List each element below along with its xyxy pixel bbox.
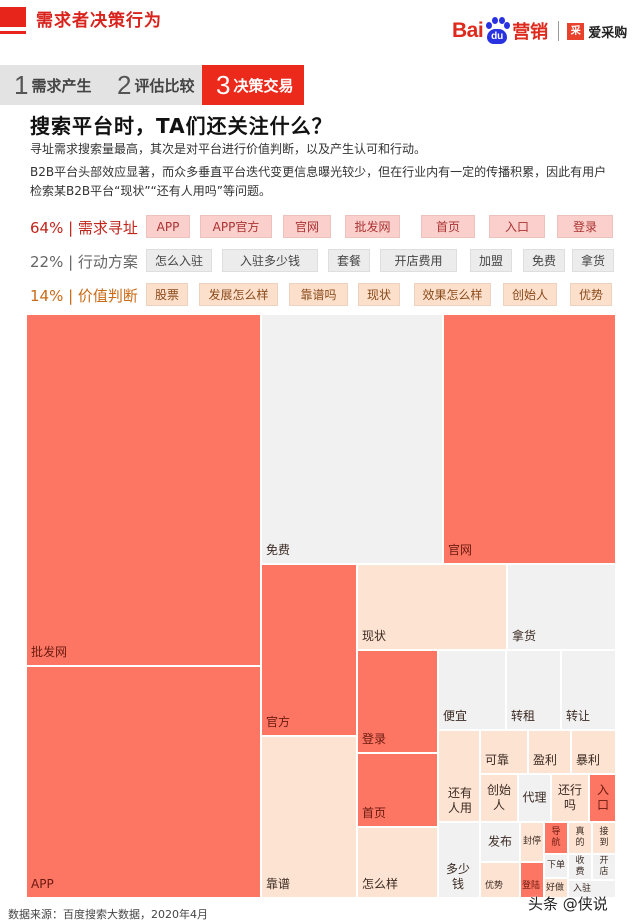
logo-bai-text: Bai <box>452 19 484 42</box>
keyword-treemap: 批发网 APP 免费 官网 官方 靠谱 现状 拿货 登录 首页 怎么样 便宜 转… <box>26 314 616 898</box>
keyword-tag: 优势 <box>570 283 612 306</box>
step-2: 2 评估比较 <box>101 65 202 105</box>
treemap-cell: 官网 <box>443 314 616 564</box>
step-number: 2 <box>117 69 132 100</box>
treemap-cell: APP <box>26 666 261 898</box>
watermark: 头条 @侠说 <box>528 895 608 913</box>
treemap-cell: 便宜 <box>438 650 506 730</box>
keyword-tag: 效果怎么样 <box>414 283 491 306</box>
category-row-value: 14% | 价值判断 <box>30 282 146 308</box>
category-label: 22% | 行动方案 <box>30 252 138 271</box>
category-label: 64% | 需求寻址 <box>30 218 138 237</box>
treemap-cell: 还行吗 <box>551 774 589 822</box>
treemap-cell: 可靠 <box>480 730 528 774</box>
demand-tags: APP APP官方 官网 批发网 首页 入口 登录 <box>0 214 640 240</box>
header-accent-square <box>0 7 26 27</box>
step-label: 需求产生 <box>31 76 92 95</box>
treemap-cell: 转让 <box>561 650 616 730</box>
treemap-cell: 登录 <box>357 650 438 753</box>
treemap-cell: 拿货 <box>507 564 616 650</box>
treemap-cell: 首页 <box>357 753 438 827</box>
keyword-tag: APP官方 <box>200 215 272 238</box>
keyword-tag: 加盟 <box>470 249 512 272</box>
baidu-marketing-logo: Bai du 营销 采 爱采购 <box>452 16 627 46</box>
data-source-note: 数据来源：百度搜索大数据，2020年4月 <box>8 908 208 921</box>
keyword-tag: 入驻多少钱 <box>222 249 318 272</box>
treemap-cell: 入口 <box>589 774 616 822</box>
treemap-cell: 好做 <box>544 878 568 898</box>
treemap-cell: 下单 <box>544 854 568 878</box>
keyword-tag: 创始人 <box>503 283 557 306</box>
step-number: 1 <box>14 69 29 100</box>
treemap-cell: 优势 <box>480 862 520 898</box>
logo-aicaigou-text: 爱采购 <box>588 25 628 41</box>
treemap-cell: 开店 <box>592 854 616 880</box>
process-steps: 1 需求产生 2 评估比较 3 决策交易 <box>0 65 304 105</box>
logo-du-text: du <box>487 29 508 44</box>
treemap-cell: 还有人用 <box>438 730 480 822</box>
step-1: 1 需求产生 <box>0 65 101 105</box>
step-label: 决策交易 <box>233 76 294 95</box>
step-number: 3 <box>216 69 231 100</box>
treemap-cell: 封停 <box>520 822 544 862</box>
treemap-cell: 批发网 <box>26 314 261 666</box>
value-tags: 股票 发展怎么样 靠谱吗 现状 效果怎么样 创始人 优势 <box>0 282 640 308</box>
treemap-cell: 收费 <box>568 854 592 880</box>
step-label: 评估比较 <box>134 76 195 95</box>
aicaigou-icon: 采 <box>567 22 585 40</box>
page-title: 搜索平台时，TA们还关注什么？ <box>30 114 333 138</box>
treemap-cell: 暴利 <box>571 730 616 774</box>
keyword-tag: 首页 <box>421 215 475 238</box>
keyword-tag: 股票 <box>146 283 188 306</box>
treemap-cell: 多少钱 <box>438 822 480 898</box>
treemap-cell: 靠谱 <box>261 736 357 898</box>
description-line-2: B2B平台头部效应显著，而众多垂直平台迭代变更信息曝光较少，但在行业内有一定的传… <box>30 165 607 198</box>
keyword-tag: 官网 <box>283 215 331 238</box>
keyword-tag: 登录 <box>557 215 613 238</box>
treemap-cell: 发布 <box>480 822 520 862</box>
treemap-cell: 登陆 <box>520 862 544 898</box>
treemap-cell: 真的 <box>568 822 592 854</box>
keyword-tag: 批发网 <box>345 215 400 238</box>
treemap-cell: 入驻 <box>568 880 616 898</box>
keyword-tag: 发展怎么样 <box>199 283 278 306</box>
treemap-cell: 创始人 <box>480 774 518 822</box>
section-title: 需求者决策行为 <box>36 11 162 31</box>
keyword-tag: 入口 <box>489 215 545 238</box>
category-row-action: 22% | 行动方案 <box>30 248 146 274</box>
keyword-tag: APP <box>146 215 190 238</box>
logo-yingxiao-text: 营销 <box>512 22 549 43</box>
keyword-tag: 免费 <box>523 249 565 272</box>
keyword-tag: 拿货 <box>572 249 614 272</box>
logo-divider <box>558 21 560 41</box>
header-accent-line <box>0 31 26 34</box>
treemap-cell: 官方 <box>261 564 357 736</box>
treemap-cell: 接到 <box>592 822 616 854</box>
treemap-cell: 怎么样 <box>357 827 438 898</box>
keyword-tag: 开店费用 <box>380 249 457 272</box>
keyword-tag: 现状 <box>358 283 400 306</box>
category-label: 14% | 价值判断 <box>30 286 138 305</box>
keyword-tag: 套餐 <box>328 249 370 272</box>
treemap-cell: 免费 <box>261 314 443 564</box>
treemap-cell: 盈利 <box>528 730 571 774</box>
baidu-paw-icon: du <box>484 17 511 45</box>
treemap-cell: 导航 <box>544 822 568 854</box>
treemap-cell: 转租 <box>506 650 561 730</box>
keyword-tag: 怎么入驻 <box>146 249 212 272</box>
step-3-active: 3 决策交易 <box>202 65 304 105</box>
action-tags: 怎么入驻 入驻多少钱 套餐 开店费用 加盟 免费 拿货 <box>0 248 640 274</box>
treemap-cell: 现状 <box>357 564 507 650</box>
category-row-demand: 64% | 需求寻址 <box>30 214 146 240</box>
description-line-1: 寻址需求搜索量最高，其次是对平台进行价值判断，以及产生认可和行动。 <box>30 142 427 156</box>
keyword-tag: 靠谱吗 <box>289 283 348 306</box>
treemap-cell: 代理 <box>518 774 551 822</box>
